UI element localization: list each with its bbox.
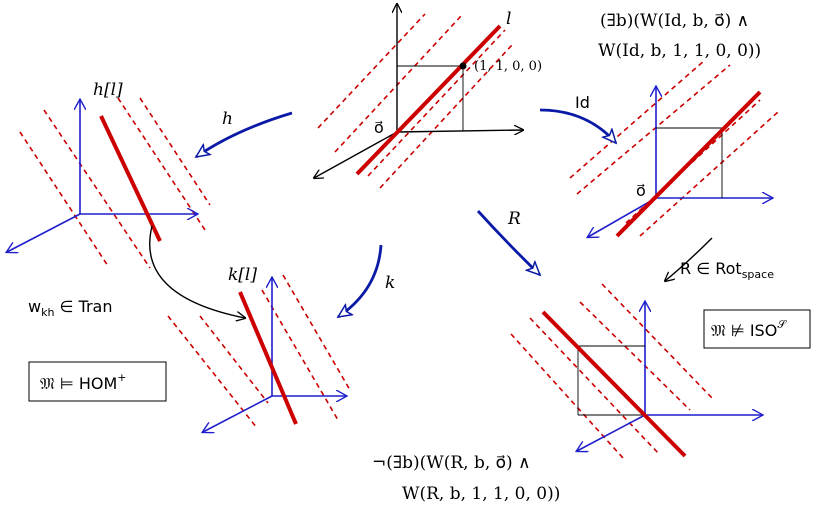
axes-R <box>577 302 762 451</box>
w-rest: ∈ Tran <box>54 297 112 316</box>
exists-line-2: W(Id, b, 1, 1, 0, 0)) <box>598 41 761 61</box>
point-marker <box>459 62 467 70</box>
svg-text:R ∈ Rotspace: R ∈ Rotspace <box>680 259 774 281</box>
arrow-id: Id <box>539 93 616 143</box>
not-exists-line-2: W(R, b, 1, 1, 0, 0)) <box>402 484 560 504</box>
axes-id <box>588 87 772 237</box>
rot-subscript: space <box>742 268 775 281</box>
hom-main: 𝔐 ⊨ HOM <box>40 374 117 393</box>
label-R-rot: R ∈ Rotspace <box>680 259 774 281</box>
label-origin-id: o⃗ <box>636 181 646 200</box>
formula-not-exists: ¬(∃b)(W(R, b, o⃗) ∧ W(R, b, 1, 1, 0, 0)) <box>372 453 560 504</box>
label-id: Id <box>575 93 590 112</box>
label-w-tran: wkh ∈ Tran <box>28 297 113 319</box>
dashed-parallel-lines-id <box>569 59 779 237</box>
label-point: (1, 1, 0, 0) <box>474 59 542 74</box>
arrow-k: k <box>338 244 395 319</box>
arrow-h: h <box>196 109 293 159</box>
line-k-l <box>238 291 298 425</box>
line-l <box>355 24 502 176</box>
svg-text:𝔐 ⊭ ISO𝒮: 𝔐 ⊭ ISO𝒮 <box>711 318 787 340</box>
dashed-parallel-lines-h <box>19 97 211 269</box>
arrow-R: R <box>476 209 540 275</box>
arrow-R-rot <box>665 237 713 281</box>
iso-main: 𝔐 ⊭ ISO <box>711 321 777 340</box>
panel-original: l (1, 1, 0, 0) o⃗ <box>314 4 542 189</box>
box-iso: 𝔐 ⊭ ISO𝒮 <box>703 309 811 349</box>
label-R: R <box>507 209 521 229</box>
svg-text:𝔐 ⊨ HOM+: 𝔐 ⊨ HOM+ <box>40 371 126 393</box>
axes-original <box>314 4 523 178</box>
w-subscript: kh <box>41 306 54 319</box>
label-k: k <box>385 273 395 293</box>
iso-sup: 𝒮 <box>777 318 787 331</box>
label-k-l: k[l] <box>228 265 257 285</box>
panel-k: k[l] <box>167 265 351 432</box>
rot-main: R ∈ Rot <box>680 259 742 278</box>
label-h-l: h[l] <box>93 80 123 100</box>
line-R-l <box>541 310 687 458</box>
exists-line-1: (∃b)(W(Id, b, o⃗) ∧ <box>600 11 749 31</box>
label-l: l <box>506 9 511 29</box>
line-h-l <box>99 115 162 242</box>
panel-R <box>510 283 762 459</box>
panel-id: o⃗ <box>569 59 779 238</box>
panel-h: h[l] <box>7 80 211 269</box>
hom-sup: + <box>117 371 126 384</box>
svg-text:wkh ∈ Tran: wkh ∈ Tran <box>28 297 113 319</box>
label-h: h <box>222 109 233 129</box>
box-hom: 𝔐 ⊨ HOM+ <box>28 361 167 402</box>
axes-k <box>203 278 346 432</box>
axes-h <box>7 100 197 252</box>
w-letter: w <box>28 297 41 316</box>
line-id-l <box>615 90 762 238</box>
arrow-w-kh <box>149 225 245 318</box>
label-origin: o⃗ <box>374 118 384 137</box>
formula-exists: (∃b)(W(Id, b, o⃗) ∧ W(Id, b, 1, 1, 0, 0)… <box>598 11 761 61</box>
dashed-parallel-lines-k <box>167 274 351 429</box>
not-exists-line-1: ¬(∃b)(W(R, b, o⃗) ∧ <box>372 453 531 473</box>
dashed-parallel-lines <box>317 13 513 189</box>
